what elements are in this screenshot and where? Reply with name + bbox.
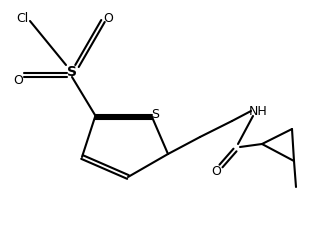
Text: S: S [151, 108, 159, 121]
Text: Cl: Cl [16, 12, 28, 24]
Text: S: S [67, 65, 77, 79]
Text: O: O [103, 12, 113, 24]
Text: O: O [211, 165, 221, 178]
Text: NH: NH [248, 105, 267, 118]
Text: O: O [13, 73, 23, 86]
